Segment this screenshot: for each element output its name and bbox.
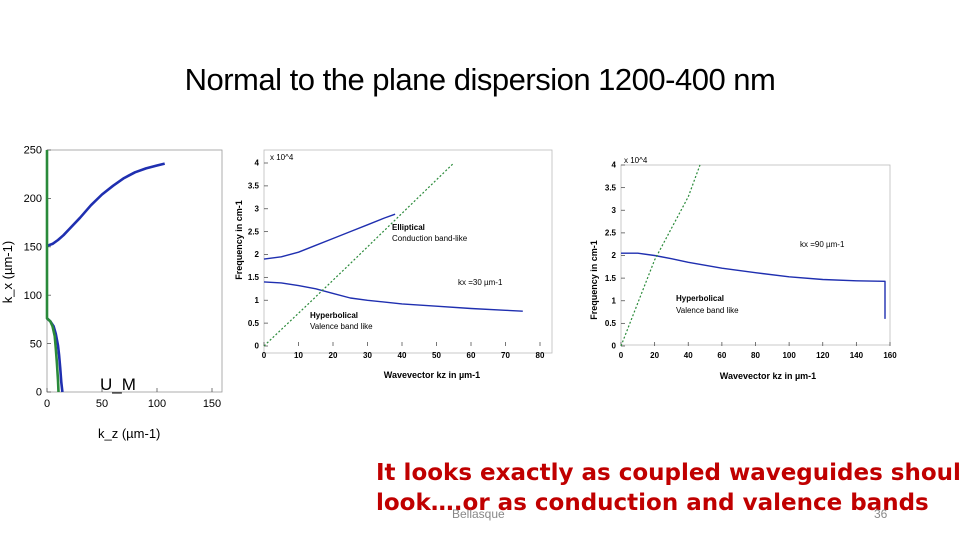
chart-3-annot-valence: Valence band like <box>676 306 739 315</box>
chart-3-xtick-label: 160 <box>883 351 897 360</box>
chart-3-xtick-label: 80 <box>751 351 760 360</box>
chart-2-ytick-label: 0.5 <box>248 319 260 328</box>
chart-1-xtick-label: 100 <box>148 398 166 410</box>
chart-2-ytick-label: 2 <box>255 250 260 259</box>
chart-3-ytick-label: 2 <box>612 251 617 260</box>
chart-3-xtick-label: 40 <box>684 351 693 360</box>
chart-2-xtick-label: 80 <box>536 351 545 360</box>
chart-2-annot-elliptical: Elliptical <box>392 223 425 232</box>
chart-2-xtick-label: 10 <box>294 351 303 360</box>
chart-1-series-1 <box>46 162 166 248</box>
chart-3-ytick-label: 4 <box>612 161 617 170</box>
author-footer: Bellasque <box>452 507 505 521</box>
chart-3: 00.511.522.533.54 0 20 40 60 80 100 120 140 160 … <box>589 156 897 381</box>
chart-2-ytick-label: 4 <box>255 159 260 168</box>
chart-2-xtick-label: 50 <box>432 351 441 360</box>
chart-3-ytick-label: 0.5 <box>605 319 617 328</box>
chart-1-ytick-label: 250 <box>24 145 42 157</box>
chart-1-ytick-label: 200 <box>24 193 42 205</box>
chart-1-ytick-label: 100 <box>24 290 42 302</box>
chart-3-frame <box>620 164 891 346</box>
chart-1-xlabel: k_z (µm-1) <box>98 426 160 441</box>
chart-1-ytick-label: 0 <box>36 387 42 399</box>
chart-1-series-2 <box>46 317 64 393</box>
chart-1-series-3 <box>45 150 60 393</box>
chart-2-annot-conduction: Conduction band-like <box>392 234 468 243</box>
chart-3-ytick-label: 0 <box>612 342 617 351</box>
chart-3-xtick-label: 100 <box>782 351 796 360</box>
chart-2-ytick-label: 3.5 <box>248 182 260 191</box>
chart-2-ytick-label: 1.5 <box>248 273 260 282</box>
chart-1-xtick-label: 50 <box>96 398 108 410</box>
chart-2-xlabel: Wavevector kz in µm-1 <box>384 370 480 380</box>
chart-2-ytick-label: 2.5 <box>248 227 260 236</box>
chart-2-annot-hyperbolical: Hyperbolical <box>310 311 358 320</box>
chart-2-ytick-label: 3 <box>255 204 260 213</box>
chart-2-xtick-label: 40 <box>398 351 407 360</box>
chart-3-ytick-label: 1 <box>612 296 617 305</box>
chart-2-ytick-label: 0 <box>255 342 260 351</box>
caption-line-2: look….or as conduction and valence bands <box>376 490 929 516</box>
chart-2-ylabel: Frequency in cm-1 <box>234 200 244 280</box>
chart-3-ytick-label: 3 <box>612 206 617 215</box>
chart-3-ytick-label: 3.5 <box>605 183 617 192</box>
chart-3-multiplier: x 10^4 <box>624 156 648 165</box>
caption-line-1: It looks exactly as coupled waveguides s… <box>376 460 960 486</box>
chart-3-xtick-label: 0 <box>619 351 624 360</box>
chart-2-series-1 <box>263 213 396 260</box>
chart-1-ytick-label: 50 <box>30 338 42 350</box>
chart-2: 0 0.5 1 1.5 2 2.5 3 3.5 4 0 10 20 30 40 50 60 70 80 x 10… <box>234 149 553 380</box>
chart-2-xtick-label: 0 <box>262 351 267 360</box>
chart-3-annot-kx: kx =90 µm-1 <box>800 240 845 249</box>
chart-3-series-2 <box>620 164 701 347</box>
chart-3-ytick-label: 2.5 <box>605 229 617 238</box>
chart-3-xtick-label: 120 <box>816 351 830 360</box>
chart-1-ylabel: k_x (µm-1) <box>0 241 15 303</box>
chart-2-frame <box>263 149 553 354</box>
chart-3-ylabel: Frequency in cm-1 <box>589 240 599 320</box>
chart-3-series-1 <box>621 252 886 319</box>
chart-2-xtick-label: 60 <box>467 351 476 360</box>
chart-3-xtick-label: 20 <box>650 351 659 360</box>
chart-2-ytick-label: 1 <box>255 296 260 305</box>
chart-1-xtick-label: 0 <box>44 398 50 410</box>
chart-1-xtick-label: 150 <box>203 398 221 410</box>
caption: It looks exactly as coupled waveguides s… <box>376 458 960 518</box>
chart-3-xtick-label: 60 <box>717 351 726 360</box>
chart-3-xlabel: Wavevector kz in µm-1 <box>720 371 816 381</box>
chart-1-annotation: U_M <box>100 375 136 394</box>
slide-title: Normal to the plane dispersion 1200-400 … <box>184 62 776 97</box>
chart-2-xtick-label: 20 <box>329 351 338 360</box>
chart-3-ytick-label: 1.5 <box>605 274 617 283</box>
chart-2-annot-kx: kx =30 µm-1 <box>458 278 503 287</box>
chart-2-multiplier: x 10^4 <box>270 153 294 162</box>
page-number: 36 <box>874 507 888 521</box>
chart-3-xtick-label: 140 <box>850 351 864 360</box>
chart-3-annot-hyperbolical: Hyperbolical <box>676 294 724 303</box>
chart-2-xtick-label: 30 <box>363 351 372 360</box>
chart-1-ytick-label: 150 <box>24 241 42 253</box>
chart-2-xtick-label: 70 <box>501 351 510 360</box>
chart-2-annot-valence: Valence band like <box>310 322 373 331</box>
chart-2-series-2 <box>263 281 523 312</box>
chart-1: 0 50 100 150 200 250 0 50 100 150 k_x (µm-1) k_z… <box>0 145 223 441</box>
chart-1-frame <box>46 149 223 393</box>
